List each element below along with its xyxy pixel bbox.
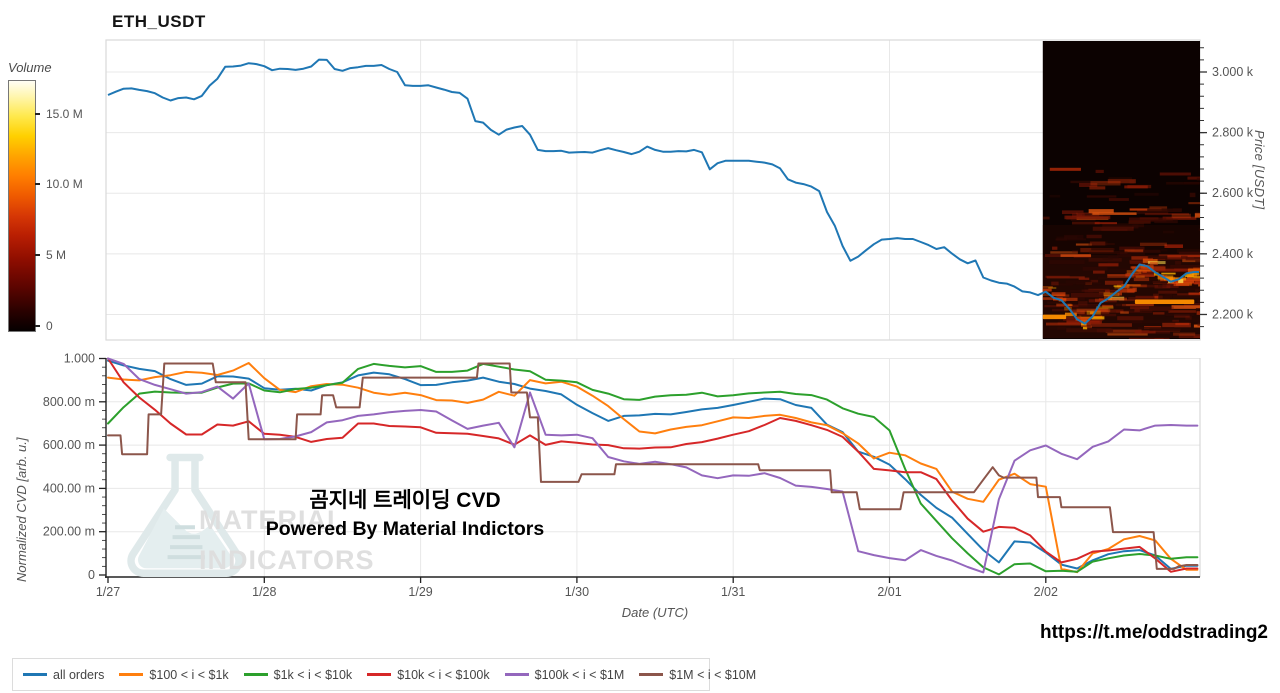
volume-colorbar-gradient: [8, 80, 36, 332]
price-line-series: [107, 58, 1199, 325]
price-axis: 2.200 k 2.400 k 2.600 k 2.800 k 3.000 k: [1200, 47, 1254, 328]
svg-text:2.200 k: 2.200 k: [1212, 307, 1254, 321]
colorbar-tick: [35, 254, 40, 257]
svg-text:200.00 m: 200.00 m: [43, 525, 95, 539]
chart-title: ETH_USDT: [112, 12, 206, 31]
cvd-series-3: [107, 357, 1199, 573]
svg-text:1/27: 1/27: [96, 585, 120, 599]
cvd-series-5: [107, 362, 1199, 570]
colorbar-tick: [35, 325, 40, 327]
date-axis-label: Date (UTC): [621, 605, 689, 620]
cvd-axis-label: Normalized CVD [arb. u.]: [14, 437, 29, 583]
colorbar-tick-label: 15.0 M: [46, 106, 83, 121]
legend-swatch: [504, 673, 529, 676]
telegram-link-text: https://t.me/oddstrading2: [1040, 622, 1268, 643]
legend-swatch: [243, 673, 268, 676]
colorbar-tick-label: 10.0 M: [46, 177, 83, 192]
legend-swatch: [23, 673, 47, 676]
cvd-series-2: [107, 362, 1199, 576]
volume-colorbar-label: Volume: [8, 60, 52, 75]
volume-heatmap: [1042, 41, 1200, 339]
svg-text:1/28: 1/28: [252, 585, 276, 599]
legend-label: $100k < i < $1M: [534, 667, 625, 682]
svg-text:2.400 k: 2.400 k: [1212, 247, 1254, 261]
svg-text:1/29: 1/29: [408, 585, 432, 599]
svg-text:600.00 m: 600.00 m: [43, 438, 95, 452]
svg-text:1.000: 1.000: [64, 352, 95, 366]
caption-watermark: 곰지네 트레이딩 CVD Powered By Material Indicto…: [170, 488, 640, 544]
colorbar-tick: [35, 112, 40, 115]
flask-watermark-icon: [127, 453, 243, 578]
legend-item-2[interactable]: $1k < i < $10k: [243, 667, 353, 682]
svg-text:3.000 k: 3.000 k: [1212, 65, 1254, 79]
legend-label: $1M < i < $10M: [669, 667, 757, 682]
svg-text:1/31: 1/31: [721, 585, 745, 599]
legend-item-3[interactable]: $10k < i < $100k: [367, 667, 490, 682]
brand-watermark: MATERIAL INDICATORS: [199, 500, 375, 580]
legend-item-5[interactable]: $1M < i < $10M: [639, 668, 756, 682]
legend-swatch: [639, 673, 664, 676]
legend-item-0[interactable]: all orders: [23, 668, 104, 682]
svg-text:1/30: 1/30: [565, 585, 589, 599]
svg-text:2.800 k: 2.800 k: [1212, 126, 1254, 140]
svg-text:2/02: 2/02: [1034, 585, 1058, 599]
legend-label: $1k < i < $10k: [273, 667, 353, 682]
legend-label: $10k < i < $100k: [397, 667, 490, 682]
svg-text:0: 0: [88, 568, 95, 582]
colorbar-tick-label: 5 M: [46, 248, 67, 263]
colorbar-tick: [35, 183, 40, 186]
caption-line1: 곰지네 트레이딩 CVD: [309, 489, 501, 512]
brand-watermark-line1: MATERIAL: [199, 505, 345, 535]
legend-item-4[interactable]: $100k < i < $1M: [504, 667, 625, 682]
price-axis-label: Price [USDT]: [1252, 130, 1267, 210]
volume-colorbar: 15.0 M 10.0 M 5 M 0: [8, 80, 118, 340]
date-axis: 1/27 1/28 1/29 1/30 1/31 2/01 2/02: [96, 577, 1058, 599]
legend-box: all orders $100 < i < $1k $1k < i < $10k $1…: [12, 658, 756, 691]
colorbar-tick-label: 0: [46, 319, 53, 333]
svg-text:2.600 k: 2.600 k: [1212, 186, 1254, 200]
brand-watermark-line2: INDICATORS: [199, 545, 375, 575]
legend-label: all orders: [53, 667, 105, 682]
legend-swatch: [119, 673, 144, 676]
cvd-series-4: [107, 357, 1199, 574]
cvd-axis: 0 200.00 m 400.00 m 600.00 m 800.00 m 1.000: [43, 352, 106, 582]
legend-swatch: [367, 673, 392, 676]
svg-text:2/01: 2/01: [877, 585, 901, 599]
svg-text:400.00 m: 400.00 m: [43, 481, 95, 495]
svg-text:800.00 m: 800.00 m: [43, 395, 95, 409]
legend-label: $100 < i < $1k: [149, 667, 229, 682]
cvd-chart: [105, 358, 1201, 578]
legend-item-1[interactable]: $100 < i < $1k: [119, 667, 229, 682]
caption-line2: Powered By Material Indictors: [265, 518, 545, 540]
